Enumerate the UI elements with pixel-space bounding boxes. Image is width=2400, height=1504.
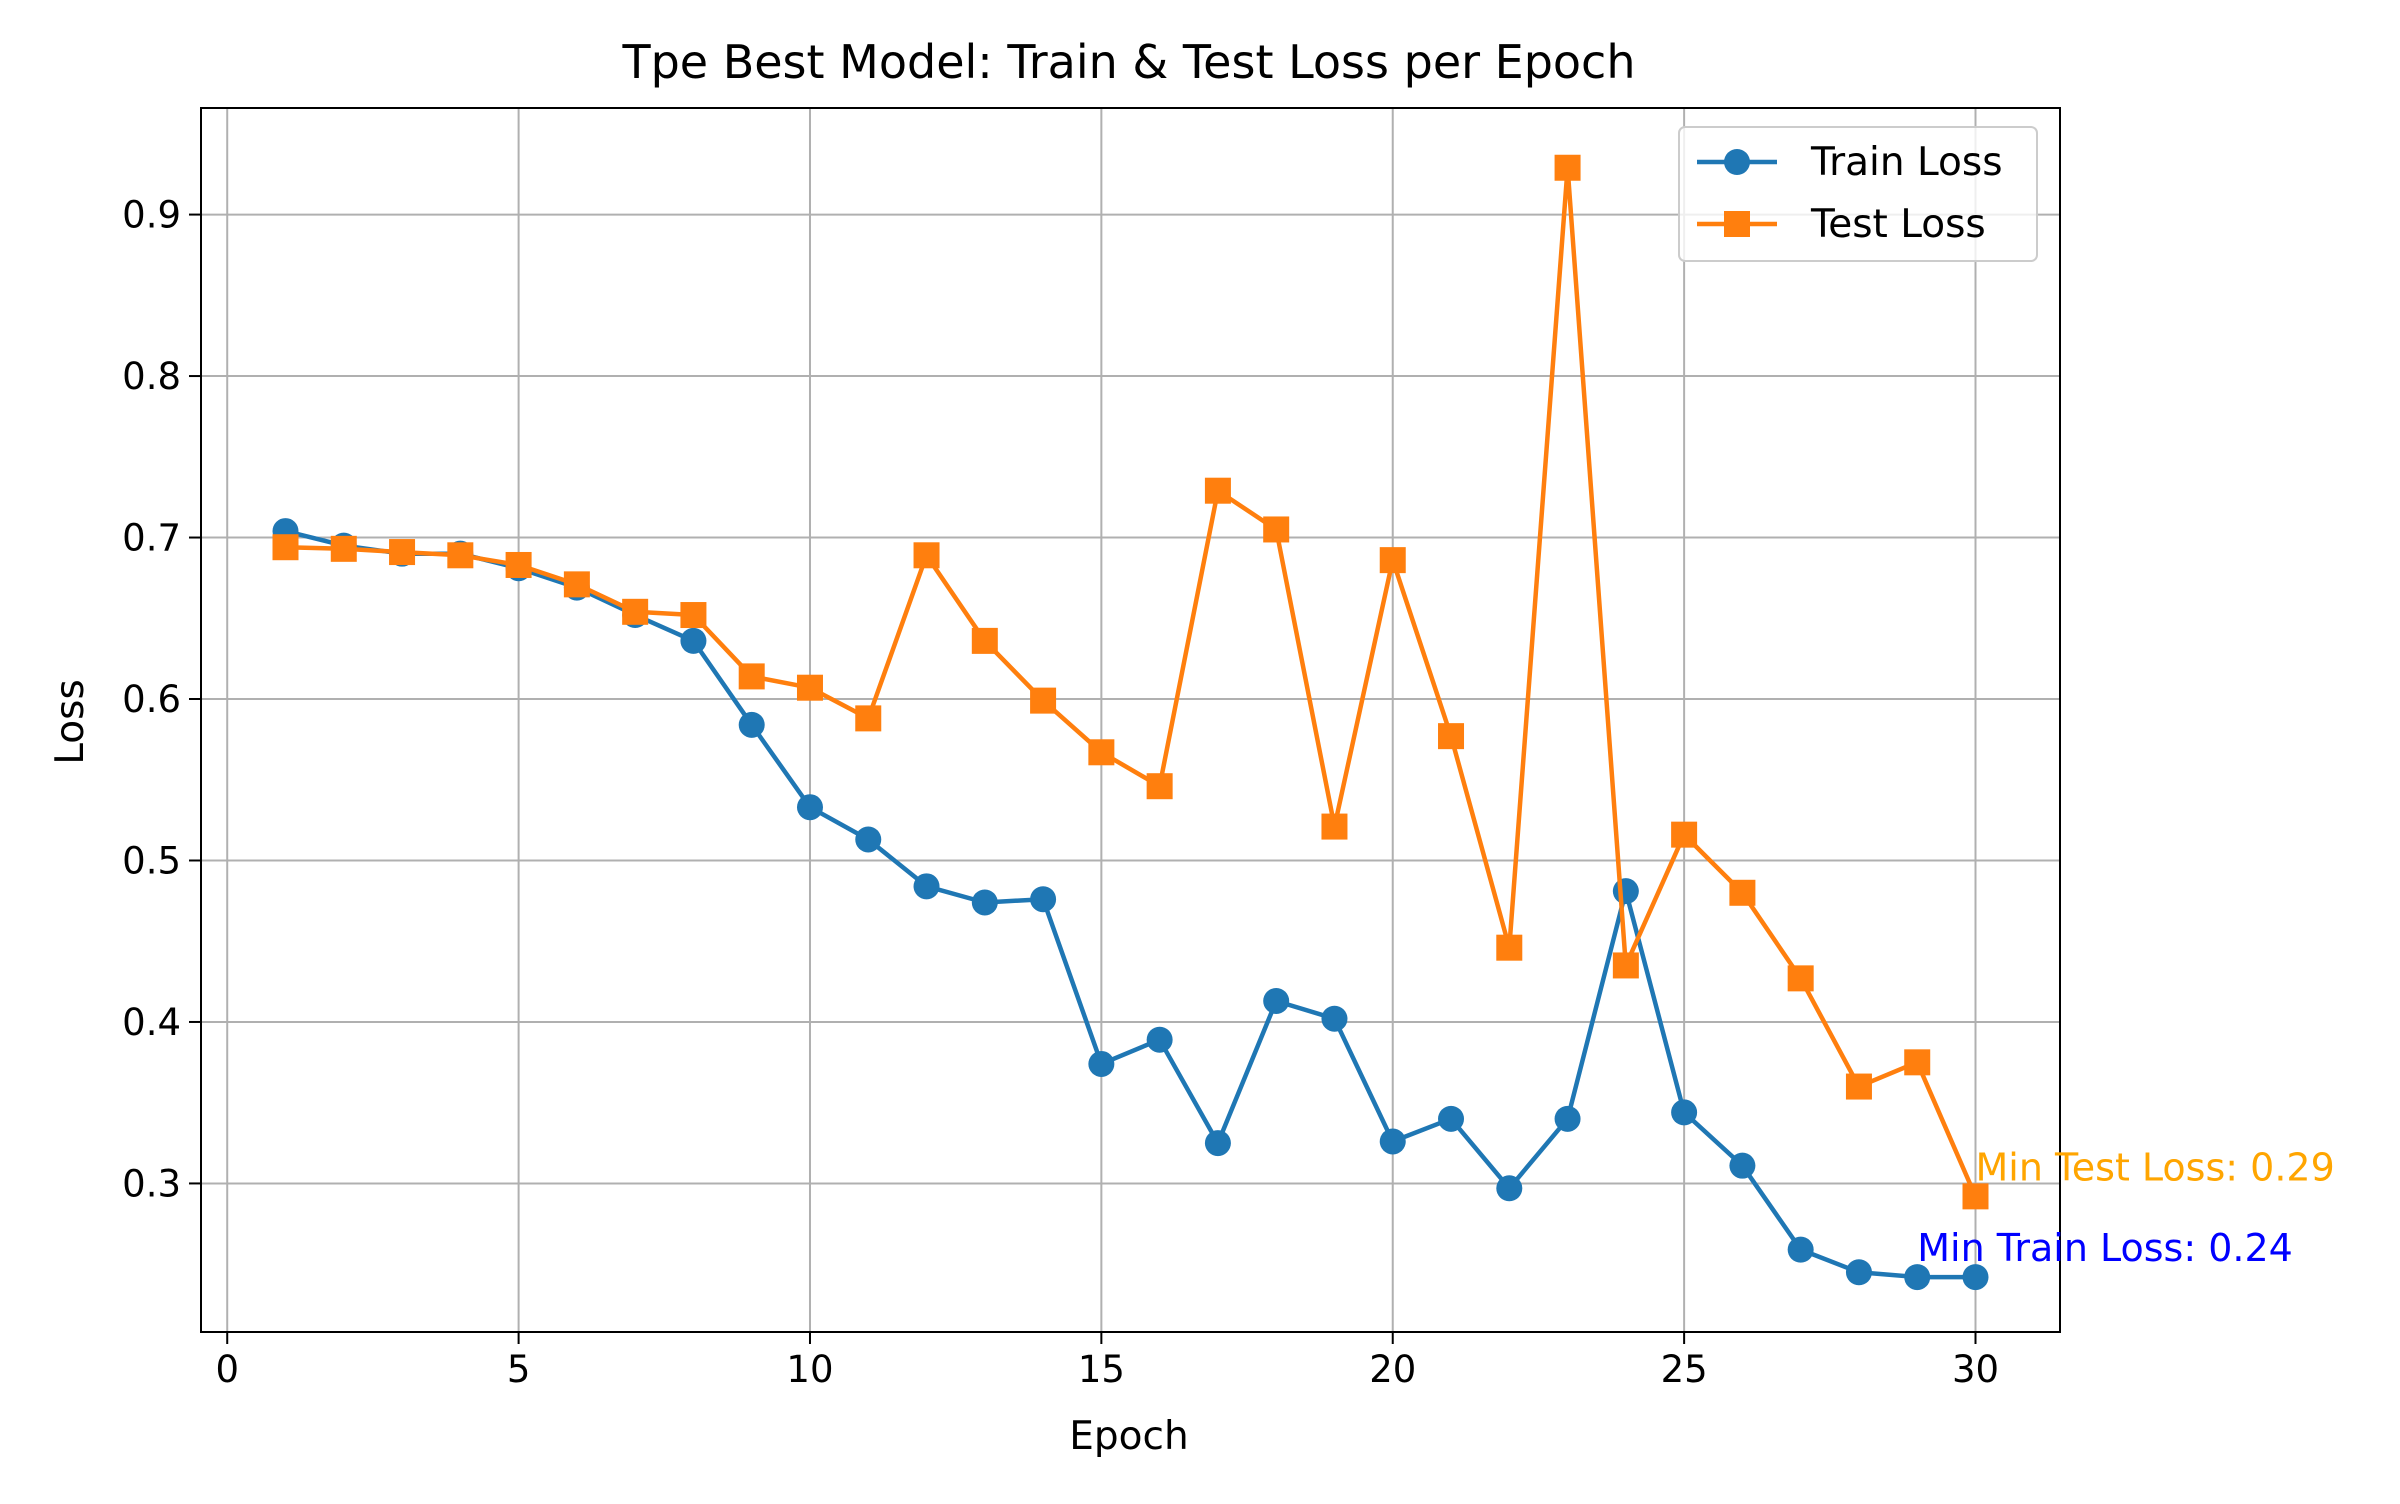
series-layer (272, 154, 1989, 1291)
test-loss-point (1554, 154, 1581, 181)
y-tick-label: 0.6 (122, 678, 181, 721)
min-loss-annotation: Min Test Loss: 0.29 (1976, 1145, 2335, 1189)
test-loss-point (1671, 821, 1698, 848)
test-loss-point (389, 539, 416, 566)
test-loss-point (738, 663, 765, 690)
train-loss-point (1030, 886, 1057, 913)
train-loss-point (1554, 1105, 1581, 1132)
train-loss-point (738, 711, 765, 738)
legend-marker (1724, 211, 1750, 237)
train-loss-point (1496, 1175, 1523, 1202)
y-tick-label: 0.4 (122, 1001, 181, 1044)
y-axis-label: Loss (48, 679, 93, 765)
y-tick-label: 0.3 (122, 1162, 181, 1205)
train-loss-point (1204, 1130, 1231, 1157)
test-loss-point (1379, 547, 1406, 574)
train-loss-point (1787, 1236, 1814, 1263)
train-loss-point (1612, 878, 1639, 905)
legend: Train Loss Test Loss (1678, 126, 2038, 262)
train-loss-point (1263, 987, 1290, 1014)
train-loss-point (1962, 1264, 1989, 1291)
test-loss-point (1787, 965, 1814, 992)
x-tick-label: 0 (215, 1348, 239, 1391)
test-loss-point (1729, 879, 1756, 906)
test-loss-point (1904, 1049, 1931, 1076)
x-tick-label: 25 (1661, 1348, 1708, 1391)
train-loss-point (1729, 1152, 1756, 1179)
chart-title: Tpe Best Model: Train & Test Loss per Ep… (621, 35, 1635, 89)
test-loss-point (1438, 723, 1465, 750)
test-loss-point (622, 598, 649, 625)
x-tick-label: 20 (1369, 1348, 1416, 1391)
legend-marker (1724, 149, 1750, 175)
test-loss-point (680, 602, 707, 629)
test-loss-point (447, 542, 474, 569)
test-loss-point (971, 627, 998, 654)
min-loss-annotation: Min Train Loss: 0.24 (1917, 1226, 2293, 1270)
test-loss-point (855, 705, 882, 732)
legend-item-train-loss: Train Loss (1697, 140, 2003, 185)
train-loss-point (796, 794, 823, 821)
test-loss-point (796, 674, 823, 701)
test-loss-point (1612, 952, 1639, 979)
train-loss-point (1438, 1105, 1465, 1132)
train-loss-point (680, 627, 707, 654)
test-loss-series (272, 154, 1989, 1210)
test-loss-point (913, 542, 940, 569)
test-loss-point (1962, 1183, 1989, 1210)
test-loss-point (1263, 516, 1290, 543)
train-loss-point (913, 873, 940, 900)
train-loss-point (1088, 1050, 1115, 1077)
x-tick-label: 15 (1078, 1348, 1125, 1391)
train-loss-point (855, 826, 882, 853)
y-tick-label: 0.7 (122, 517, 181, 560)
train-loss-point (1845, 1259, 1872, 1286)
y-axis-ticks: 0.3 0.4 0.5 0.6 0.7 0.8 0.9 (122, 194, 201, 1205)
test-loss-point (1496, 934, 1523, 961)
legend-item-test-loss: Test Loss (1697, 202, 1986, 247)
train-loss-point (971, 889, 998, 916)
train-loss-point (1146, 1026, 1173, 1053)
x-tick-label: 5 (507, 1348, 531, 1391)
x-tick-label: 30 (1952, 1348, 1999, 1391)
x-axis-ticks: 0 5 10 15 20 25 30 (215, 1332, 1999, 1391)
x-tick-label: 10 (786, 1348, 833, 1391)
test-loss-point (563, 571, 590, 598)
y-tick-label: 0.9 (122, 194, 181, 237)
test-loss-point (1204, 477, 1231, 504)
train-loss-point (1904, 1264, 1931, 1291)
test-loss-point (1845, 1073, 1872, 1100)
test-loss-point (330, 535, 357, 562)
test-loss-point (505, 551, 532, 578)
test-loss-point (1146, 773, 1173, 800)
train-loss-point (1379, 1128, 1406, 1155)
x-axis-label: Epoch (1069, 1414, 1188, 1459)
test-loss-point (1321, 813, 1348, 840)
train-loss-point (1321, 1005, 1348, 1032)
y-tick-label: 0.5 (122, 839, 181, 882)
plot-area-frame (200, 107, 2061, 1333)
y-tick-label: 0.8 (122, 355, 181, 398)
test-loss-point (272, 534, 299, 561)
legend-label: Train Loss (1810, 140, 2003, 185)
train-loss-point (1671, 1099, 1698, 1126)
test-loss-point (1030, 687, 1057, 714)
test-loss-point (1088, 739, 1115, 766)
annotations: Min Test Loss: 0.29 Min Train Loss: 0.24 (1917, 1145, 2335, 1270)
legend-label: Test Loss (1810, 202, 1986, 247)
